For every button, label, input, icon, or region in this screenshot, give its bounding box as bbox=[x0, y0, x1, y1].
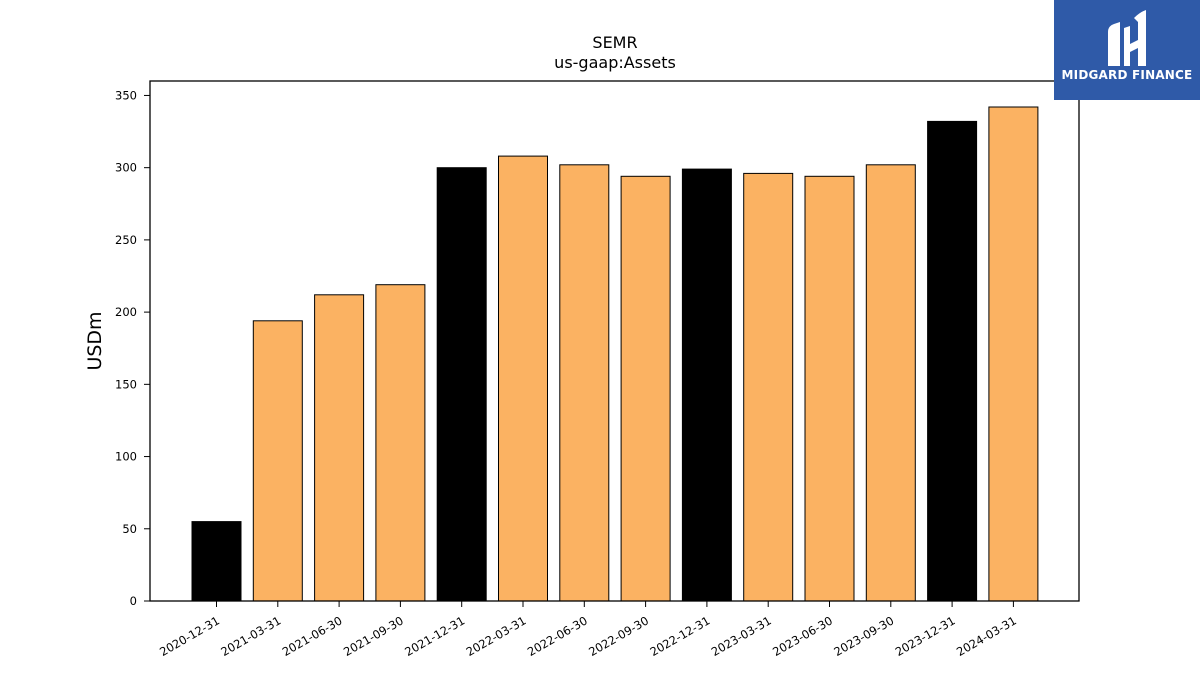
bar-2023-12-31 bbox=[927, 120, 978, 602]
chart-subtitle: us-gaap:Assets bbox=[554, 53, 676, 72]
y-tick-label: 200 bbox=[115, 305, 137, 319]
y-axis-label: USDm bbox=[84, 311, 106, 370]
y-tick-label: 100 bbox=[115, 450, 137, 464]
x-tick-label: 2022-03-31 bbox=[464, 613, 529, 659]
x-tick-label: 2023-06-30 bbox=[770, 613, 835, 659]
chart-title: SEMR bbox=[592, 33, 637, 52]
x-tick-label: 2022-12-31 bbox=[648, 613, 713, 659]
x-tick-label: 2021-09-30 bbox=[341, 613, 406, 659]
x-ticks-group: 2020-12-312021-03-312021-06-302021-09-30… bbox=[157, 601, 1019, 659]
x-tick-label: 2024-03-31 bbox=[954, 613, 1019, 659]
bar-2023-03-31 bbox=[743, 172, 794, 602]
y-tick-label: 0 bbox=[130, 594, 137, 608]
bar-2023-09-30 bbox=[865, 164, 916, 602]
x-tick-label: 2021-12-31 bbox=[402, 613, 467, 659]
plot-frame bbox=[149, 80, 1080, 602]
bar-2022-12-31 bbox=[681, 168, 732, 602]
y-tick-label: 300 bbox=[115, 161, 137, 175]
bar-2021-09-30 bbox=[375, 284, 426, 602]
y-tick-label: 350 bbox=[115, 88, 137, 102]
bars-group bbox=[191, 106, 1039, 602]
y-tick-label: 150 bbox=[115, 377, 137, 391]
logo-mark-icon bbox=[1108, 10, 1146, 66]
y-tick-label: 250 bbox=[115, 233, 137, 247]
x-tick-label: 2022-06-30 bbox=[525, 613, 590, 659]
bar-2020-12-31 bbox=[191, 521, 242, 602]
x-tick-label: 2023-12-31 bbox=[893, 613, 958, 659]
bar-2021-12-31 bbox=[436, 167, 487, 602]
x-tick-label: 2021-03-31 bbox=[218, 613, 283, 659]
midgard-finance-logo: MIDGARD FINANCE bbox=[1054, 0, 1200, 100]
x-tick-label: 2022-09-30 bbox=[586, 613, 651, 659]
bar-2021-06-30 bbox=[314, 294, 365, 602]
x-tick-label: 2023-09-30 bbox=[831, 613, 896, 659]
bar-2024-03-31 bbox=[988, 106, 1039, 602]
bar-2023-06-30 bbox=[804, 175, 855, 602]
bar-2022-06-30 bbox=[559, 164, 610, 602]
bar-2022-03-31 bbox=[498, 155, 548, 602]
bar-2021-03-31 bbox=[252, 320, 303, 602]
logo-text: MIDGARD FINANCE bbox=[1061, 68, 1193, 82]
x-tick-label: 2023-03-31 bbox=[709, 613, 774, 659]
x-tick-label: 2020-12-31 bbox=[157, 613, 222, 659]
x-tick-label: 2021-06-30 bbox=[280, 613, 345, 659]
bar-2022-09-30 bbox=[620, 175, 671, 602]
y-tick-label: 50 bbox=[122, 522, 137, 536]
y-ticks-group: 0 50 100 150 200 250 300 350 bbox=[115, 88, 150, 608]
